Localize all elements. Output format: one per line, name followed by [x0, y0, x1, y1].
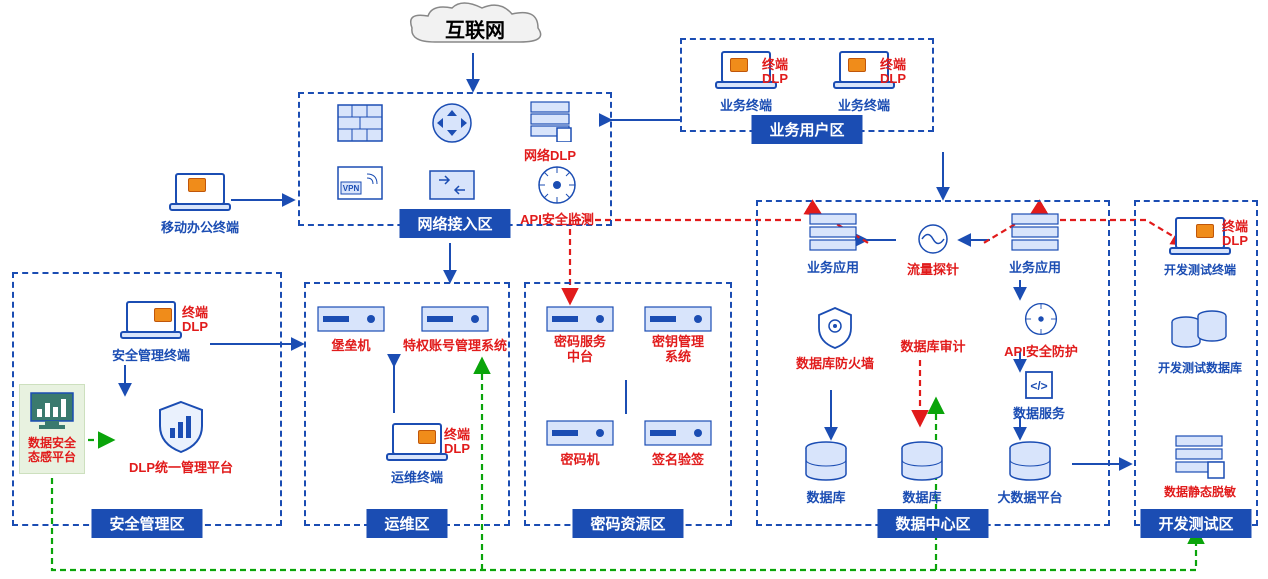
app-a-node: 业务应用 — [788, 212, 878, 276]
sec-dlp-label: 终端 DLP — [182, 306, 208, 335]
data-svc-node: </> 数据服务 — [994, 370, 1084, 422]
bigdata-node: 大数据平台 — [980, 440, 1080, 506]
static-mask-label: 数据静态脱敏 — [1144, 483, 1256, 500]
ops-terminal-label: 运维终端 — [352, 467, 482, 486]
db-audit-node: 数据库审计 — [888, 336, 978, 355]
biz-terminal-b: 终端 DLP 业务终端 — [814, 48, 914, 114]
internet-cloud: 互联网 — [400, 2, 550, 54]
zone-title-ops: 运维区 — [366, 509, 447, 538]
api-protect-node: API安全防护 — [986, 300, 1096, 360]
app-a-label: 业务应用 — [788, 257, 878, 276]
sense-platform-box: 数据安全 态感平台 — [19, 384, 85, 474]
dev-terminal-node: 终端 DLP 开发测试终端 — [1144, 214, 1256, 278]
zone-title-network: 网络接入区 — [399, 209, 510, 238]
bigdata-label: 大数据平台 — [980, 487, 1080, 506]
static-mask-node: 数据静态脱敏 — [1144, 434, 1256, 500]
probe-label: 流量探针 — [898, 259, 968, 278]
sec-terminal-label: 安全管理终端 — [86, 345, 216, 364]
key-mgmt-label: 密钥管理 系统 — [636, 335, 720, 365]
zone-network-access: 网络接入区 网络DLP VPN API安全监测 — [298, 92, 612, 226]
zone-ops: 运维区 堡垒机 特权账号管理系统 终端 DLP 运维终端 — [304, 282, 510, 526]
net-dlp-label: 网络DLP — [510, 145, 590, 164]
cipher-node: 密码机 — [538, 420, 622, 468]
zone-title-crypto: 密码资源区 — [572, 509, 683, 538]
router-icon — [422, 102, 482, 147]
dev-dlp-label: 终端 DLP — [1222, 220, 1248, 249]
dlp-badge-icon — [188, 178, 206, 192]
crypto-svc-node: 密码服务 中台 — [538, 306, 622, 365]
biz-terminal-a-label: 业务终端 — [696, 95, 796, 114]
svg-text:</>: </> — [1030, 379, 1047, 393]
app-b-label: 业务应用 — [990, 257, 1080, 276]
biz-dlp-b-label: 终端 DLP — [880, 58, 906, 87]
dlp-platform-label: DLP统一管理平台 — [106, 457, 256, 476]
data-svc-label: 数据服务 — [994, 403, 1084, 422]
dev-db-node: 开发测试数据库 — [1144, 310, 1256, 376]
key-mgmt-node: 密钥管理 系统 — [636, 306, 720, 365]
biz-terminal-a: 终端 DLP 业务终端 — [696, 48, 796, 114]
internet-label: 互联网 — [400, 14, 550, 43]
api-protect-label: API安全防护 — [986, 341, 1096, 360]
mobile-office-label: 移动办公终端 — [140, 217, 260, 236]
mobile-office-node: 移动办公终端 — [140, 170, 260, 236]
firewall-icon — [330, 104, 390, 145]
laptop-icon — [168, 170, 232, 214]
sec-terminal-node: 终端 DLP 安全管理终端 — [86, 298, 216, 364]
ops-dlp-label: 终端 DLP — [444, 428, 470, 457]
db1-node: 数据库 — [786, 440, 866, 506]
db2-label: 数据库 — [882, 487, 962, 506]
monitor-icon — [27, 391, 77, 433]
pam-node: 特权账号管理系统 — [400, 306, 510, 354]
ops-terminal-node: 终端 DLP 运维终端 — [352, 420, 482, 486]
zone-crypto: 密码资源区 密码服务 中台 密钥管理 系统 密码机 签名验签 — [524, 282, 732, 526]
net-dlp-node: 网络DLP — [510, 100, 590, 164]
api-monitor-node: API安全监测 — [510, 164, 604, 228]
probe-node: 流量探针 — [898, 222, 968, 278]
bastion-node: 堡垒机 — [316, 306, 386, 354]
crypto-svc-label: 密码服务 中台 — [538, 335, 622, 365]
dev-db-label: 开发测试数据库 — [1144, 359, 1256, 376]
dlp-platform-node: DLP统一管理平台 — [106, 400, 256, 476]
shield-icon — [156, 400, 206, 454]
bastion-label: 堡垒机 — [316, 335, 386, 354]
db-fw-label: 数据库防火墙 — [780, 353, 890, 372]
cipher-label: 密码机 — [538, 449, 622, 468]
zone-datacenter: 数据中心区 业务应用 流量探针 业务应用 数据库防火墙 数据库审计 API安全防… — [756, 200, 1110, 526]
vpn-icon: VPN — [330, 166, 390, 203]
zone-title-dc: 数据中心区 — [877, 509, 988, 538]
zone-title-dev: 开发测试区 — [1140, 509, 1251, 538]
db-fw-node: 数据库防火墙 — [780, 306, 890, 372]
app-b-node: 业务应用 — [990, 212, 1080, 276]
sign-label: 签名验签 — [636, 449, 720, 468]
zone-devtest: 开发测试区 终端 DLP 开发测试终端 开发测试数据库 数据静态脱敏 — [1134, 200, 1258, 526]
switch-icon — [422, 170, 482, 203]
api-monitor-label: API安全监测 — [510, 209, 604, 228]
db1-label: 数据库 — [786, 487, 866, 506]
biz-dlp-a-label: 终端 DLP — [762, 58, 788, 87]
sign-node: 签名验签 — [636, 420, 720, 468]
pam-label: 特权账号管理系统 — [400, 335, 510, 354]
dev-terminal-label: 开发测试终端 — [1144, 261, 1256, 278]
db-audit-label: 数据库审计 — [888, 336, 978, 355]
zone-title-sec: 安全管理区 — [91, 509, 202, 538]
biz-terminal-b-label: 业务终端 — [814, 95, 914, 114]
svg-text:VPN: VPN — [343, 184, 360, 193]
sense-platform-label: 数据安全 态感平台 — [20, 436, 84, 465]
shield-gear-icon — [815, 306, 855, 350]
db2-node: 数据库 — [882, 440, 962, 506]
zone-title-biz: 业务用户区 — [751, 115, 862, 144]
zone-biz-user: 业务用户区 终端 DLP 业务终端 终端 DLP 业务终端 — [680, 38, 934, 132]
